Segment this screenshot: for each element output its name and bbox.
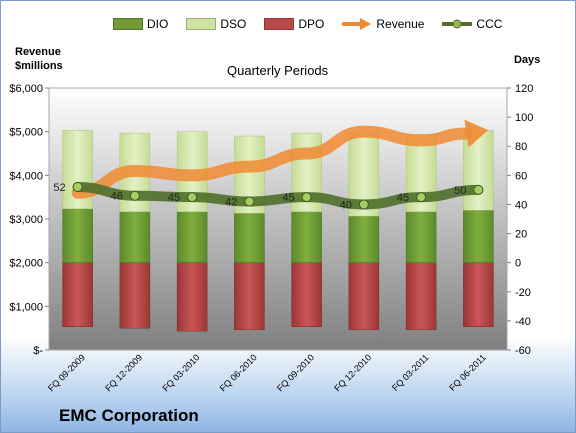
- left-axis-tick-label: $3,000: [9, 214, 43, 226]
- dpo-bar: [62, 262, 93, 327]
- right-axis-tick-label: 0: [515, 258, 521, 270]
- ccc-point: [416, 192, 427, 203]
- dio-bar: [405, 211, 437, 263]
- ccc-data-label: 45: [397, 192, 409, 204]
- right-axis-tick-label: 40: [515, 199, 527, 211]
- chart-title: Quarterly Periods: [227, 63, 329, 78]
- revenue-arrowhead: [464, 119, 489, 148]
- left-axis-tick-label: $6,000: [9, 83, 43, 95]
- ccc-data-label: 40: [340, 199, 352, 211]
- revenue-line: [71, 125, 473, 199]
- ccc-point: [301, 192, 312, 203]
- dpo-bar: [234, 262, 265, 330]
- ccc-data-label: 42: [225, 197, 237, 209]
- left-axis-title-line2: $millions: [15, 60, 63, 72]
- legend: DIO DSO DPO Revenue CCC: [113, 13, 520, 35]
- ccc-point: [473, 184, 484, 195]
- right-axis-tick-label: 120: [515, 83, 533, 95]
- dpo-bar: [348, 262, 380, 330]
- category-label: FQ 12-2010: [332, 352, 373, 393]
- left-axis-title: Revenue $millions: [15, 45, 63, 73]
- legend-label-dpo: DPO: [298, 17, 325, 31]
- dpo-bar: [463, 262, 494, 327]
- left-axis-title-line1: Revenue: [15, 46, 61, 58]
- left-axis-tick-label: $5,000: [9, 127, 43, 139]
- legend-item-dso: DSO: [186, 17, 246, 31]
- dio-bar: [62, 208, 93, 263]
- ccc-data-label: 50: [454, 185, 466, 197]
- left-axis-tick-label: $1,000: [9, 301, 43, 313]
- plot-area: [48, 87, 508, 351]
- dio-bar: [291, 211, 322, 263]
- left-axis-tick-label: $4,000: [9, 170, 43, 182]
- dio-swatch: [113, 18, 143, 30]
- ccc-point: [244, 196, 255, 207]
- ccc-point: [187, 192, 198, 203]
- right-axis-tick-label: 60: [515, 170, 527, 182]
- category-label: FQ 09-2010: [275, 352, 316, 393]
- right-axis-tick-label: 100: [515, 112, 533, 124]
- ccc-data-label: 46: [111, 191, 123, 203]
- category-label: FQ 06-2010: [218, 352, 259, 393]
- dpo-bar: [405, 262, 437, 330]
- right-axis-title: Days: [514, 54, 541, 66]
- dio-bar: [119, 211, 151, 263]
- dso-swatch: [186, 18, 217, 30]
- right-axis-tick-label: 20: [515, 229, 527, 241]
- ccc-point: [72, 181, 83, 192]
- left-axis-tick-label: $-: [33, 345, 43, 357]
- dio-bar: [348, 215, 380, 263]
- dio-bar: [176, 211, 208, 263]
- dio-bar: [234, 212, 265, 263]
- dio-bar: [463, 210, 494, 263]
- ccc-point: [358, 199, 369, 210]
- category-label: FQ 03-2010: [161, 352, 202, 393]
- dpo-swatch: [264, 18, 295, 30]
- ccc-data-label: 45: [168, 192, 180, 204]
- legend-label-dso: DSO: [220, 17, 247, 31]
- left-axis-tick-label: $2,000: [9, 258, 43, 270]
- legend-item-ccc: CCC: [442, 17, 502, 31]
- category-label: FQ 06-2011: [447, 352, 488, 393]
- right-axis-tick-label: -20: [515, 287, 531, 299]
- right-axis-tick-label: 80: [515, 141, 527, 153]
- right-axis-tick-label: -60: [515, 345, 531, 357]
- ccc-data-label: 45: [282, 192, 294, 204]
- ccc-data-label: 52: [53, 182, 65, 194]
- company-name: EMC Corporation: [59, 406, 199, 425]
- revenue-arrow-icon: [342, 18, 372, 30]
- legend-item-dpo: DPO: [264, 17, 324, 31]
- legend-item-revenue: Revenue: [342, 17, 424, 31]
- legend-label-revenue: Revenue: [376, 17, 425, 31]
- dpo-bar: [291, 262, 322, 327]
- dpo-bar: [119, 262, 151, 329]
- category-label: FQ 03-2011: [390, 352, 431, 393]
- dpo-bar: [176, 262, 208, 332]
- category-label: FQ 12-2009: [103, 352, 144, 393]
- ccc-point: [129, 190, 140, 201]
- legend-item-dio: DIO: [113, 17, 168, 31]
- ccc-line-icon: [442, 19, 473, 29]
- legend-label-ccc: CCC: [476, 17, 503, 31]
- legend-label-dio: DIO: [147, 17, 169, 31]
- right-axis-tick-label: -40: [515, 316, 531, 328]
- category-label: FQ 09-2009: [46, 352, 87, 393]
